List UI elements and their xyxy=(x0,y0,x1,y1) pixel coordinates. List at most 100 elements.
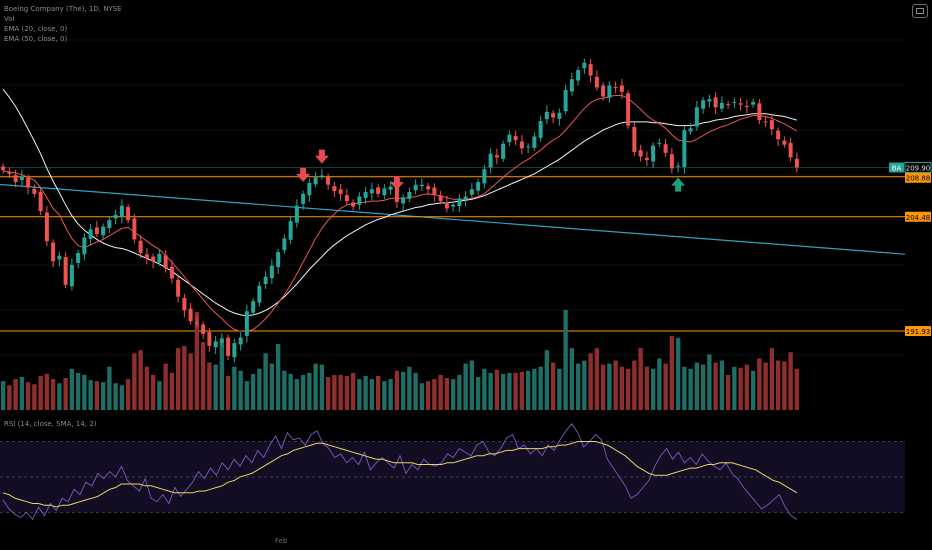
candle xyxy=(288,215,293,244)
candle-body xyxy=(738,103,743,105)
candle-body xyxy=(601,85,606,97)
candle xyxy=(563,84,568,115)
candle xyxy=(694,100,699,131)
candle-body xyxy=(457,198,462,207)
candle xyxy=(707,94,712,108)
support-levels xyxy=(0,167,905,332)
candle xyxy=(213,335,218,355)
volume-bar xyxy=(557,368,562,410)
volume-bar xyxy=(725,374,731,410)
volume-bar xyxy=(650,368,656,410)
volume-bar xyxy=(13,379,18,410)
candle xyxy=(619,79,624,99)
candle-body xyxy=(313,177,318,185)
volume-bar xyxy=(488,372,493,410)
candle-body xyxy=(32,188,37,194)
volume-bar xyxy=(632,360,637,410)
volume-bar xyxy=(582,360,587,410)
support-label-1: 208.88 xyxy=(906,175,931,183)
candle xyxy=(257,281,262,307)
candle xyxy=(282,234,287,254)
candle xyxy=(119,199,124,223)
volume-bar xyxy=(782,361,787,410)
volume-bar xyxy=(457,374,462,410)
volume-bar xyxy=(388,379,393,410)
candle xyxy=(413,179,418,195)
candle-body xyxy=(551,113,556,118)
candle-body xyxy=(338,189,343,194)
sell-arrow-icon xyxy=(296,167,311,182)
volume-bar xyxy=(250,373,256,410)
candle xyxy=(776,127,781,147)
volume-bar xyxy=(319,364,325,410)
candle xyxy=(338,183,343,201)
candle-body xyxy=(76,253,81,264)
volume-bar xyxy=(282,370,287,410)
candle xyxy=(494,148,499,165)
candle-body xyxy=(482,169,487,184)
candle-body xyxy=(226,337,231,356)
candle-body xyxy=(132,218,137,240)
candle-body xyxy=(432,187,437,195)
volume-bar xyxy=(707,354,712,410)
candle xyxy=(594,70,599,91)
volume-bar xyxy=(150,374,156,410)
volume-bar xyxy=(532,368,537,410)
last-price-border xyxy=(904,161,932,173)
candle xyxy=(544,105,549,125)
candle-body xyxy=(419,184,424,187)
candle-body xyxy=(782,140,787,145)
chart-title: Boeing Company (The), 1D, NYSE xyxy=(4,5,122,13)
candle-body xyxy=(769,120,774,130)
candle-body xyxy=(744,106,749,108)
rsi-ma-line xyxy=(2,441,798,508)
candle-body xyxy=(82,237,87,255)
candle-body xyxy=(469,189,474,195)
candle-body xyxy=(413,184,418,191)
candle xyxy=(688,122,693,135)
volume-bar xyxy=(744,364,750,410)
volume-bar xyxy=(132,353,137,410)
volume-bar xyxy=(788,352,793,410)
candle-body xyxy=(588,64,593,76)
candle-body xyxy=(251,301,256,313)
volume-bar xyxy=(94,381,100,410)
candle xyxy=(276,248,281,274)
volume-bar xyxy=(638,348,643,410)
candle-body xyxy=(188,308,193,322)
candle xyxy=(13,169,18,188)
trendline-segment xyxy=(0,183,906,255)
candle xyxy=(363,186,368,204)
candle-body xyxy=(669,154,674,169)
volume-bar xyxy=(275,344,281,410)
candle xyxy=(51,239,56,268)
volume-bar xyxy=(413,372,418,410)
candle-body xyxy=(494,155,499,158)
candle-body xyxy=(126,207,131,221)
volume-bar xyxy=(88,380,93,410)
candle xyxy=(44,206,49,247)
volume-bar xyxy=(513,372,518,410)
volume-bar xyxy=(438,374,443,410)
last-price-label-bg xyxy=(905,162,931,173)
rsi-line xyxy=(2,423,798,521)
volume-bar xyxy=(375,375,381,410)
volume-bar xyxy=(332,374,337,410)
volume-bar xyxy=(713,362,718,410)
candle-body xyxy=(451,204,456,207)
candle xyxy=(451,201,456,212)
volume-bar xyxy=(694,362,700,410)
candle xyxy=(463,191,468,207)
trendline xyxy=(0,183,906,255)
volume-bar xyxy=(519,371,525,410)
candle xyxy=(569,72,574,96)
fullscreen-button[interactable] xyxy=(912,4,928,18)
candle-body xyxy=(557,112,562,119)
volume-bar xyxy=(232,366,237,410)
candle-body xyxy=(694,107,699,127)
candle-body xyxy=(201,324,206,335)
candle xyxy=(482,164,487,189)
volume-bar xyxy=(157,381,162,410)
candle xyxy=(676,162,681,173)
